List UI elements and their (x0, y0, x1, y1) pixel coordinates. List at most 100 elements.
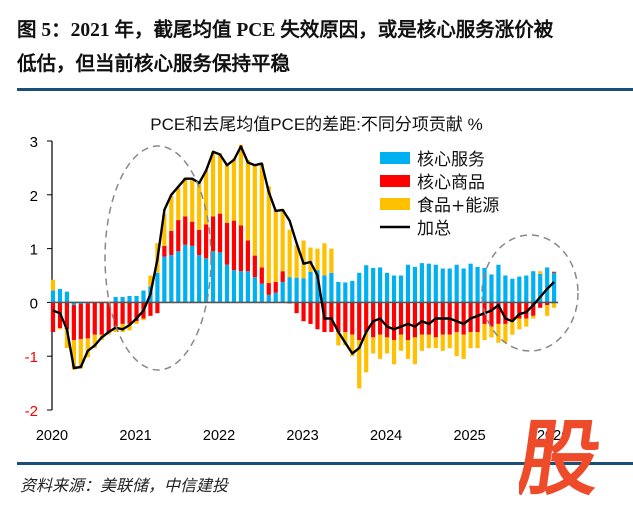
bar-food-energy (489, 326, 494, 338)
bar-food-energy (50, 279, 56, 291)
bar-core-goods (231, 220, 237, 271)
bar-core-goods (99, 302, 104, 335)
bar-core-goods (127, 302, 132, 324)
bar-core-goods (517, 302, 522, 319)
bar-core-goods (398, 302, 404, 335)
bar-core-services (405, 264, 411, 303)
bar-core-services (468, 263, 473, 303)
bar-core-goods (162, 245, 167, 257)
bar-core-services (238, 271, 244, 303)
bar-food-energy (210, 151, 216, 217)
bar-food-energy (475, 331, 480, 349)
bar-core-goods (266, 283, 271, 295)
watermark-logo-icon: 股 (519, 415, 606, 495)
bar-food-energy (134, 321, 139, 324)
bar-core-goods (120, 302, 125, 324)
y-tick-label: -2 (25, 403, 38, 420)
bar-core-services (287, 277, 292, 303)
bar-core-goods (315, 302, 320, 330)
bar-core-services (510, 278, 515, 303)
figure-title-line1: 图 5：2021 年，截尾均值 PCE 失效原因，或是核心服务涨价被 (17, 20, 554, 41)
bar-core-goods (134, 302, 139, 322)
bar-food-energy (454, 331, 459, 357)
bar-core-services (336, 281, 341, 303)
bar-core-services (64, 291, 70, 303)
bar-core-services (322, 275, 327, 303)
bar-food-energy (92, 334, 97, 349)
x-tick-label: 2026 (537, 428, 569, 444)
bar-food-energy (343, 331, 348, 346)
bar-core-goods (224, 222, 230, 265)
bar-core-goods (113, 302, 118, 327)
bar-core-goods (489, 302, 494, 327)
bar-core-services (155, 272, 160, 303)
bar-core-services (517, 276, 522, 303)
bar-food-energy (524, 318, 529, 327)
bar-core-services (78, 302, 83, 305)
bar-food-energy (440, 334, 445, 351)
bar-core-goods (71, 305, 76, 341)
legend-swatch (380, 198, 410, 210)
bar-core-goods (183, 216, 188, 245)
bar-core-services (315, 270, 320, 303)
figure-title: 图 5：2021 年，截尾均值 PCE 失效原因，或是核心服务涨价被 低估，但当… (17, 14, 627, 82)
bar-core-goods (155, 302, 160, 314)
bar-core-goods (245, 240, 250, 272)
bar-food-energy (190, 178, 195, 222)
bar-core-goods (545, 302, 550, 306)
annotation-ellipse-2021 (104, 145, 212, 371)
x-tick-label: 2020 (36, 428, 68, 444)
bar-core-services (350, 280, 355, 303)
bar-core-services (252, 277, 257, 303)
bar-core-services (412, 266, 418, 303)
bar-core-services (134, 295, 139, 303)
bar-core-services (127, 295, 132, 303)
bar-core-services (524, 275, 529, 303)
bar-food-energy (183, 177, 188, 217)
bar-food-energy (350, 334, 355, 357)
bar-core-goods (350, 302, 355, 335)
bar-food-energy (245, 159, 250, 241)
bar-core-services (496, 264, 501, 303)
bar-food-energy (238, 144, 244, 226)
y-tick-label: 1 (30, 242, 38, 259)
x-tick-label: 2025 (453, 428, 485, 444)
total-line (52, 145, 555, 370)
bar-food-energy (176, 187, 181, 221)
bar-core-goods (169, 230, 174, 256)
bar-core-services (245, 271, 250, 303)
bar-food-energy (468, 331, 473, 349)
bar-core-goods (364, 302, 369, 332)
bar-core-services (162, 256, 167, 303)
bar-core-goods (273, 281, 278, 293)
bar-food-energy (364, 331, 369, 373)
bar-core-goods (384, 302, 390, 338)
bar-core-goods (503, 302, 508, 324)
bar-core-goods (204, 224, 209, 259)
x-tick-label: 2024 (370, 428, 402, 444)
bar-food-energy (510, 321, 515, 335)
bar-core-services (433, 264, 438, 303)
bar-core-services (308, 271, 313, 303)
bar-core-services (169, 255, 174, 303)
bar-food-energy (447, 334, 452, 349)
bar-food-energy (231, 158, 237, 221)
bar-core-services (176, 251, 181, 303)
bar-core-services (190, 245, 195, 303)
bar-core-services (57, 288, 63, 303)
bar-food-energy (148, 275, 153, 287)
bar-core-services (538, 273, 543, 303)
bar-core-services (197, 255, 202, 303)
bar-core-services (482, 267, 487, 303)
bar-core-goods (259, 267, 264, 284)
bar-food-energy (329, 248, 334, 273)
bar-food-energy (259, 163, 264, 268)
bar-core-services (426, 263, 431, 303)
source-divider (17, 462, 633, 465)
bar-food-energy (266, 186, 271, 284)
bar-food-energy (336, 331, 341, 346)
annotation-ellipse-2025 (481, 234, 579, 352)
bar-core-services (447, 268, 452, 303)
legend-label: 核心服务 (417, 150, 485, 170)
bar-core-goods (343, 302, 348, 332)
